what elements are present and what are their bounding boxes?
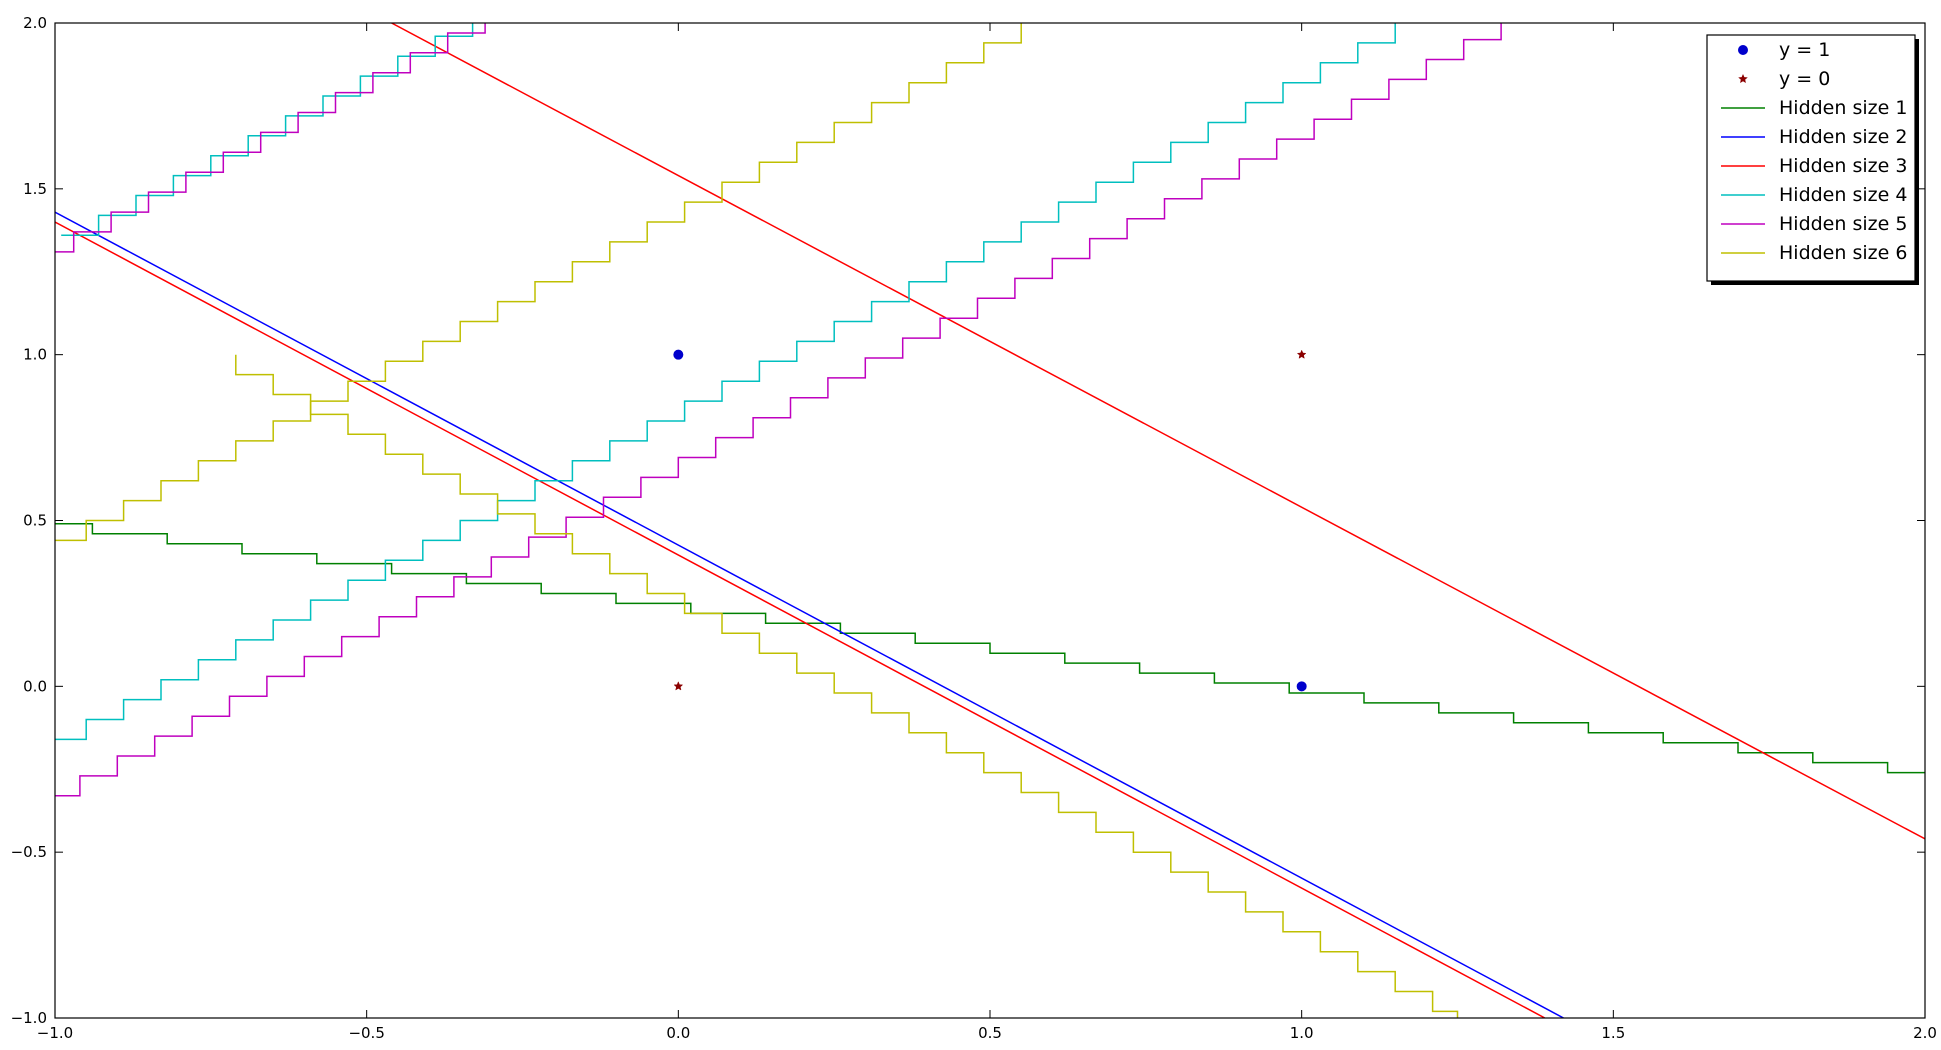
axes-frame [54,22,1926,1019]
series-line-4-segment-1 [55,23,1396,741]
series-line-5-segment-2 [55,23,486,253]
legend-swatch-circle [1738,45,1748,55]
x-tick-label: 1.0 [1290,1024,1314,1042]
plot-area: −1.0 −0.5 0.0 0.5 1.0 1.5 2.0 −1.0 −0.5 0.0 0.5 1.0… [11,14,1937,1042]
series-line-6-segment-2 [235,354,1459,1018]
series-line-2-segment-1 [55,211,1564,1018]
series-line-3-segment-1 [55,221,1546,1018]
legend-swatch-star [1738,73,1748,84]
legend-box [1706,34,1916,282]
y-tick-label: 2.0 [23,14,47,32]
legend-label: Hidden size 6 [1779,242,1907,264]
legend-label: Hidden size 5 [1779,213,1907,235]
series-line-6-segment-1 [55,23,1022,542]
y-tick-label: 1.5 [23,180,47,198]
y-tick-label: 0.5 [23,512,47,530]
legend-label: Hidden size 3 [1779,155,1907,177]
x-tick-label: 1.5 [1601,1024,1625,1042]
y-tick-label: −1.0 [11,1009,47,1027]
legend-label: y = 1 [1779,39,1830,61]
data-point-y0-2 [1296,349,1307,359]
data-point-y1-1 [673,349,684,360]
y-tick-label: 1.0 [23,346,47,364]
legend-label: Hidden size 1 [1779,97,1907,119]
x-tick-label: 0.5 [978,1024,1002,1042]
x-tick-label: −0.5 [348,1024,384,1042]
y-tick-label: 0.0 [23,677,47,695]
x-tick-label: 0.0 [666,1024,690,1042]
legend-label: Hidden size 4 [1779,184,1907,206]
series-line-1-segment-1 [55,523,1925,774]
data-point-y1-2 [1296,681,1307,692]
legend-label: y = 0 [1779,68,1830,90]
legend: y = 1 y = 0 Hidden size 1 Hidden size 2 Hidd… [1706,34,1919,285]
y-tick-label: −0.5 [11,843,47,861]
data-points-layer [673,349,1307,692]
x-tick-label: −1.0 [37,1024,73,1042]
x-tick-label: 2.0 [1913,1024,1937,1042]
axis-ticks-layer: −1.0 −0.5 0.0 0.5 1.0 1.5 2.0 −1.0 −0.5 0.0 0.5 1.0… [11,14,1937,1042]
legend-label: Hidden size 2 [1779,126,1907,148]
data-point-y0-1 [673,681,684,691]
series-line-3-segment-2 [391,23,1925,840]
series-lines-layer [55,23,1925,1018]
series-line-5-segment-1 [55,23,1502,797]
